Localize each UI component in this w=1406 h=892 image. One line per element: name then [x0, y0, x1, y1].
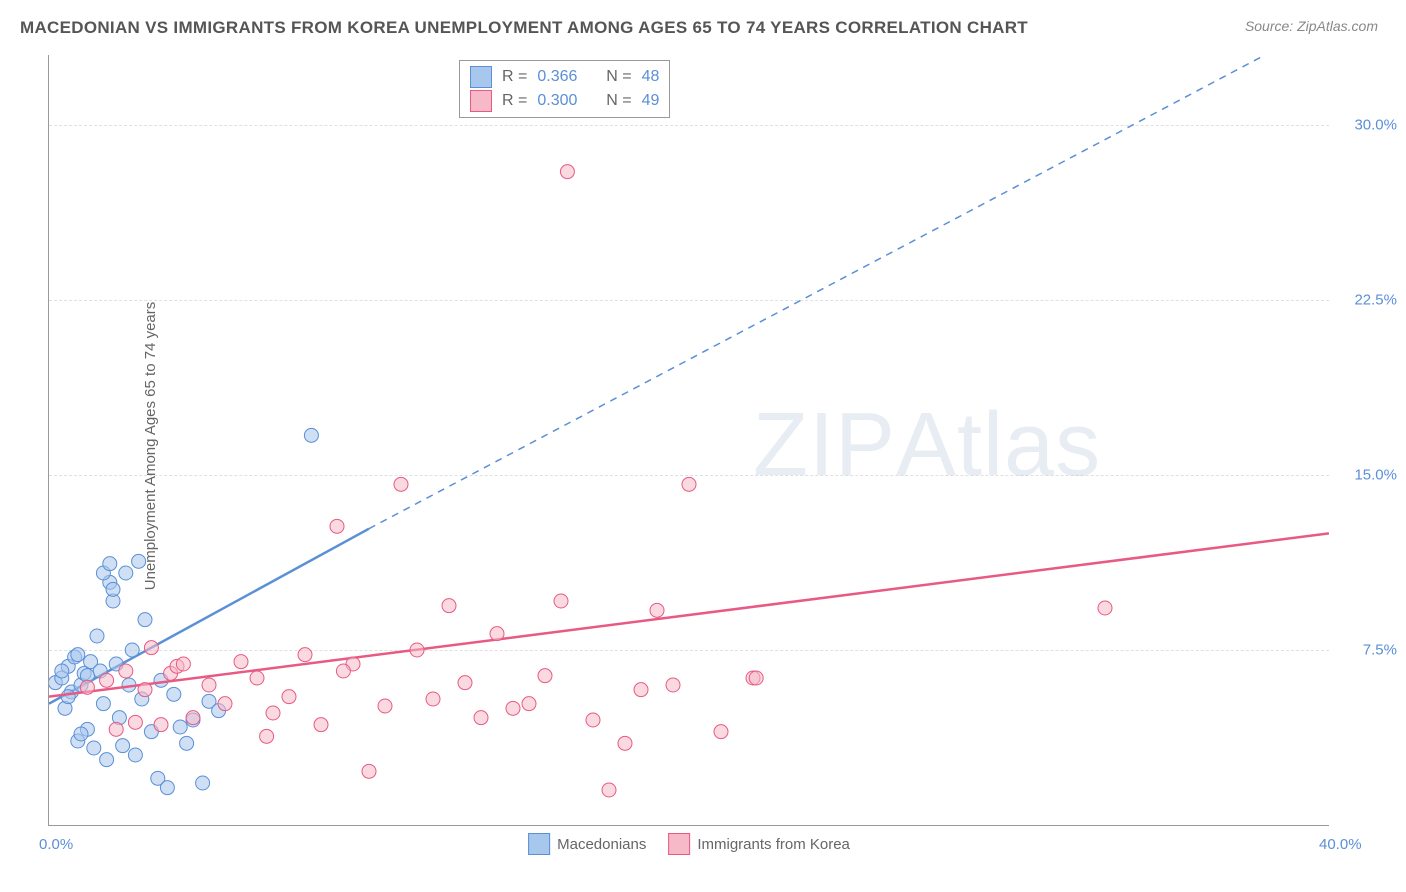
- data-point: [458, 676, 472, 690]
- data-point: [61, 690, 75, 704]
- data-point: [103, 557, 117, 571]
- data-point: [196, 776, 210, 790]
- swatch-korea: [470, 90, 492, 112]
- scatter-svg: [49, 55, 1329, 825]
- x-tick-label: 0.0%: [39, 836, 73, 853]
- data-point: [336, 664, 350, 678]
- series-legend: Macedonians Immigrants from Korea: [528, 833, 850, 855]
- data-point: [538, 669, 552, 683]
- r-value-korea: 0.300: [537, 92, 577, 110]
- data-point: [266, 706, 280, 720]
- legend-item-macedonians: Macedonians: [528, 833, 646, 855]
- trend-line-extrapolated: [369, 55, 1265, 529]
- data-point: [154, 718, 168, 732]
- data-point: [410, 643, 424, 657]
- data-point: [314, 718, 328, 732]
- data-point: [260, 729, 274, 743]
- r-label: R =: [502, 68, 527, 86]
- data-point: [132, 554, 146, 568]
- data-point: [650, 603, 664, 617]
- data-point: [106, 582, 120, 596]
- data-point: [634, 683, 648, 697]
- data-point: [96, 697, 110, 711]
- data-point: [250, 671, 264, 685]
- r-label: R =: [502, 92, 527, 110]
- y-tick-label: 22.5%: [1354, 292, 1397, 309]
- data-point: [442, 599, 456, 613]
- data-point: [218, 697, 232, 711]
- data-point: [330, 519, 344, 533]
- data-point: [80, 680, 94, 694]
- data-point: [144, 641, 158, 655]
- n-label: N =: [606, 68, 631, 86]
- data-point: [474, 711, 488, 725]
- data-point: [186, 711, 200, 725]
- data-point: [138, 613, 152, 627]
- data-point: [100, 673, 114, 687]
- r-value-macedonians: 0.366: [537, 68, 577, 86]
- data-point: [304, 428, 318, 442]
- data-point: [202, 678, 216, 692]
- data-point: [298, 648, 312, 662]
- data-point: [666, 678, 680, 692]
- data-point: [173, 720, 187, 734]
- data-point: [522, 697, 536, 711]
- data-point: [87, 741, 101, 755]
- n-label: N =: [606, 92, 631, 110]
- data-point: [1098, 601, 1112, 615]
- data-point: [560, 165, 574, 179]
- y-tick-label: 30.0%: [1354, 117, 1397, 134]
- data-point: [394, 477, 408, 491]
- data-point: [426, 692, 440, 706]
- n-value-korea: 49: [642, 92, 660, 110]
- data-point: [234, 655, 248, 669]
- legend-label-korea: Immigrants from Korea: [697, 836, 850, 853]
- plot-area: ZIPAtlas R = 0.366 N = 48 R = 0.300 N = …: [48, 55, 1329, 826]
- correlation-stats-legend: R = 0.366 N = 48 R = 0.300 N = 49: [459, 60, 670, 118]
- data-point: [116, 739, 130, 753]
- data-point: [109, 722, 123, 736]
- data-point: [125, 643, 139, 657]
- trend-line: [49, 533, 1329, 696]
- data-point: [119, 566, 133, 580]
- data-point: [506, 701, 520, 715]
- data-point: [128, 748, 142, 762]
- data-point: [749, 671, 763, 685]
- data-point: [119, 664, 133, 678]
- data-point: [362, 764, 376, 778]
- data-point: [55, 664, 69, 678]
- data-point: [176, 657, 190, 671]
- legend-swatch-korea: [668, 833, 690, 855]
- legend-label-macedonians: Macedonians: [557, 836, 646, 853]
- data-point: [128, 715, 142, 729]
- data-point: [586, 713, 600, 727]
- swatch-macedonians: [470, 66, 492, 88]
- data-point: [378, 699, 392, 713]
- stats-row-macedonians: R = 0.366 N = 48: [470, 65, 659, 89]
- y-tick-label: 7.5%: [1363, 642, 1397, 659]
- data-point: [138, 683, 152, 697]
- data-point: [160, 781, 174, 795]
- data-point: [74, 727, 88, 741]
- x-tick-label: 40.0%: [1319, 836, 1362, 853]
- data-point: [282, 690, 296, 704]
- data-point: [602, 783, 616, 797]
- stats-row-korea: R = 0.300 N = 49: [470, 89, 659, 113]
- data-point: [714, 725, 728, 739]
- data-point: [618, 736, 632, 750]
- data-point: [180, 736, 194, 750]
- data-point: [554, 594, 568, 608]
- data-point: [490, 627, 504, 641]
- data-point: [90, 629, 104, 643]
- legend-item-korea: Immigrants from Korea: [668, 833, 850, 855]
- data-point: [682, 477, 696, 491]
- n-value-macedonians: 48: [642, 68, 660, 86]
- data-point: [71, 648, 85, 662]
- chart-title: MACEDONIAN VS IMMIGRANTS FROM KOREA UNEM…: [20, 18, 1028, 38]
- source-attribution: Source: ZipAtlas.com: [1245, 18, 1378, 34]
- legend-swatch-macedonians: [528, 833, 550, 855]
- data-point: [100, 753, 114, 767]
- data-point: [167, 687, 181, 701]
- y-tick-label: 15.0%: [1354, 467, 1397, 484]
